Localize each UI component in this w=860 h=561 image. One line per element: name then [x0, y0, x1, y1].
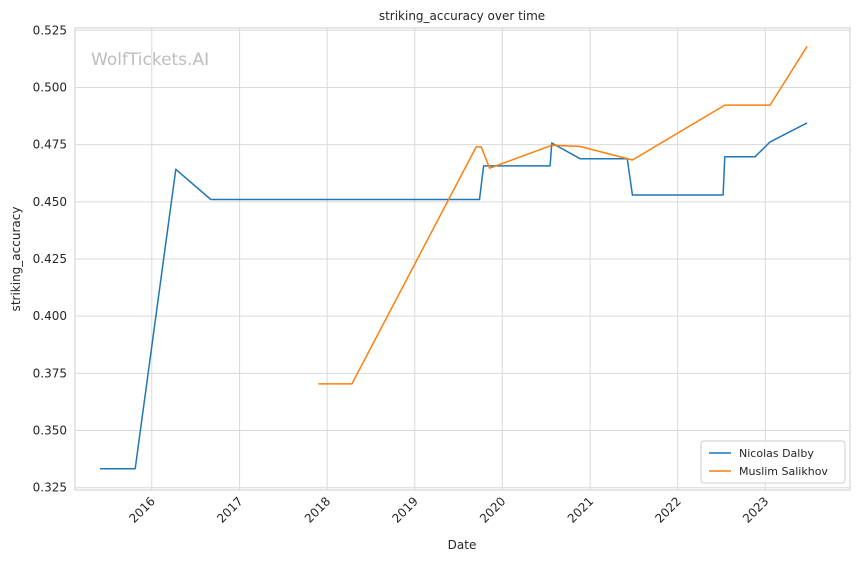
y-tick-label: 0.425: [33, 252, 67, 266]
x-tick-label: 2016: [126, 494, 157, 525]
x-tick-label: 2019: [389, 494, 420, 525]
x-tick-label: 2017: [214, 494, 245, 525]
series-line-2: [318, 45, 808, 385]
watermark-text: WolfTickets.AI: [91, 50, 209, 70]
y-tick-label: 0.525: [33, 23, 67, 37]
y-tick-label: 0.375: [33, 366, 67, 380]
y-axis-title: striking_accuracy: [9, 207, 23, 312]
series-line-1: [100, 122, 808, 470]
legend-label: Nicolas Dalby: [739, 447, 814, 460]
series-lines: [100, 45, 808, 470]
y-tick-label: 0.400: [33, 309, 67, 323]
x-tick-label: 2022: [652, 494, 683, 525]
y-tick-label: 0.475: [33, 138, 67, 152]
x-tick-label: 2020: [477, 494, 508, 525]
y-tick-label: 0.325: [33, 481, 67, 495]
x-axis-title: Date: [448, 538, 477, 552]
y-tick-label: 0.450: [33, 195, 67, 209]
grid-lines: [75, 28, 850, 490]
legend: Nicolas Dalby Muslim Salikhov: [700, 440, 846, 484]
y-tick-label: 0.350: [33, 424, 67, 438]
chart-title: striking_accuracy over time: [379, 9, 545, 23]
y-tick-label: 0.500: [33, 80, 67, 94]
x-tick-label: 2018: [302, 494, 333, 525]
x-tick-label: 2023: [740, 494, 771, 525]
legend-box: [700, 440, 846, 484]
x-tick-label: 2021: [565, 494, 596, 525]
legend-label: Muslim Salikhov: [739, 465, 828, 478]
